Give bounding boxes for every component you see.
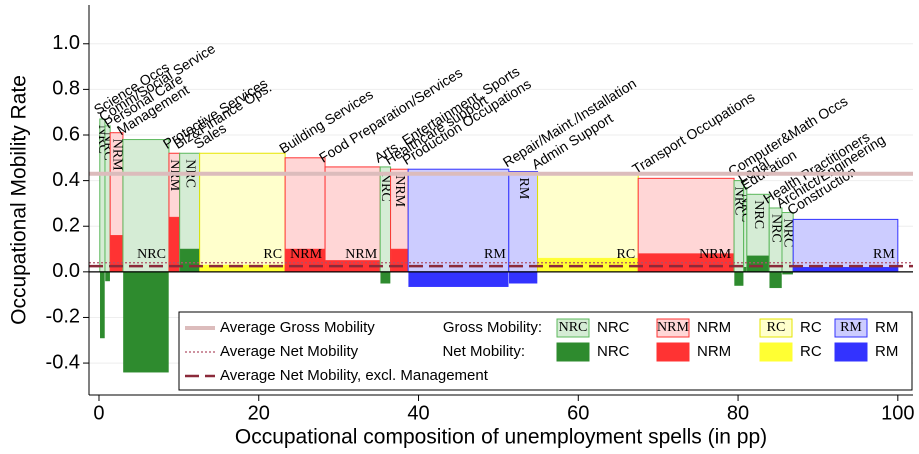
legend-label: Average Net Mobility — [220, 343, 359, 360]
group-code: NRC — [751, 200, 766, 229]
legend-swatch — [656, 342, 690, 362]
net-bar — [390, 248, 408, 273]
legend-swatch — [656, 318, 690, 338]
legend-swatch — [834, 342, 868, 362]
legend-label: NRC — [597, 343, 630, 360]
gross-bar — [792, 218, 899, 273]
group-code: NRC — [378, 173, 393, 202]
legend-swatch — [556, 318, 590, 338]
x-tick-label: 80 — [727, 402, 749, 424]
legend-swatch — [834, 318, 868, 338]
legend-label: Average Net Mobility, excl. Management — [220, 367, 489, 384]
net-bar — [509, 271, 538, 284]
gross-bar — [508, 170, 539, 273]
y-axis-title: Occupational Mobility Rate — [8, 75, 31, 325]
group-code: RM — [484, 247, 506, 262]
legend-heading: Net Mobility: — [442, 343, 525, 360]
gross-bar — [407, 168, 510, 273]
y-tick-label: 0.6 — [52, 123, 80, 145]
y-tick-label: 0.4 — [52, 169, 80, 191]
legend-swatch-code: NRC — [559, 320, 588, 335]
y-tick-label: 1.0 — [52, 32, 80, 54]
x-tick-label: 40 — [407, 402, 429, 424]
group-code: NRM — [392, 175, 407, 207]
group-code: NRM — [699, 247, 731, 262]
net-bar — [747, 255, 769, 273]
legend-swatch — [759, 342, 793, 362]
legend-label: RC — [800, 343, 822, 360]
net-bar — [105, 271, 110, 282]
gross-bar — [324, 166, 381, 273]
net-bar — [408, 271, 509, 287]
net-bar — [793, 267, 898, 273]
y-tick-label: 0.2 — [52, 215, 80, 237]
legend-label: RC — [800, 319, 822, 336]
y-tick-label: 0.8 — [52, 78, 80, 100]
group-code: RM — [873, 247, 895, 262]
x-tick-label: 0 — [93, 402, 104, 424]
x-tick-label: 100 — [881, 402, 914, 424]
group-code: RC — [617, 247, 636, 262]
x-axis-title: Occupational composition of unemployment… — [235, 426, 767, 449]
net-bar — [734, 271, 744, 286]
legend-label: NRM — [697, 343, 731, 360]
legend-swatch — [759, 318, 793, 338]
legend-label: Average Gross Mobility — [220, 319, 375, 336]
net-bar — [743, 267, 747, 273]
net-bar — [769, 271, 782, 289]
group-code: NRC — [137, 247, 166, 262]
x-tick-label: 20 — [248, 402, 270, 424]
net-bar — [380, 271, 391, 284]
y-tick-label: -0.4 — [46, 351, 80, 373]
group-code: NRM — [290, 247, 322, 262]
group-code: RM — [516, 177, 531, 199]
group-code: NRC — [732, 187, 747, 216]
group-code: RC — [263, 247, 282, 262]
net-bar — [123, 271, 169, 373]
x-tick-label: 60 — [567, 402, 589, 424]
legend-label: RM — [875, 319, 898, 336]
legend-swatch — [556, 342, 590, 362]
y-tick-label: 0.0 — [52, 260, 80, 282]
group-code: NRC — [768, 214, 783, 243]
net-bar — [100, 271, 105, 339]
net-bar — [179, 248, 200, 273]
legend-swatch-code: RM — [840, 320, 862, 335]
group-code: NRM — [109, 139, 124, 171]
legend-label: NRM — [697, 319, 731, 336]
legend-swatch-code: RC — [767, 320, 786, 335]
legend-label: RM — [875, 343, 898, 360]
net-bar — [169, 216, 180, 273]
legend-heading: Gross Mobility: — [443, 319, 542, 336]
legend-label: NRC — [597, 319, 630, 336]
group-code: NRM — [345, 247, 377, 262]
y-tick-label: -0.2 — [46, 306, 80, 328]
legend-swatch-code: NRM — [657, 320, 689, 335]
group-code: NRC — [780, 219, 795, 248]
